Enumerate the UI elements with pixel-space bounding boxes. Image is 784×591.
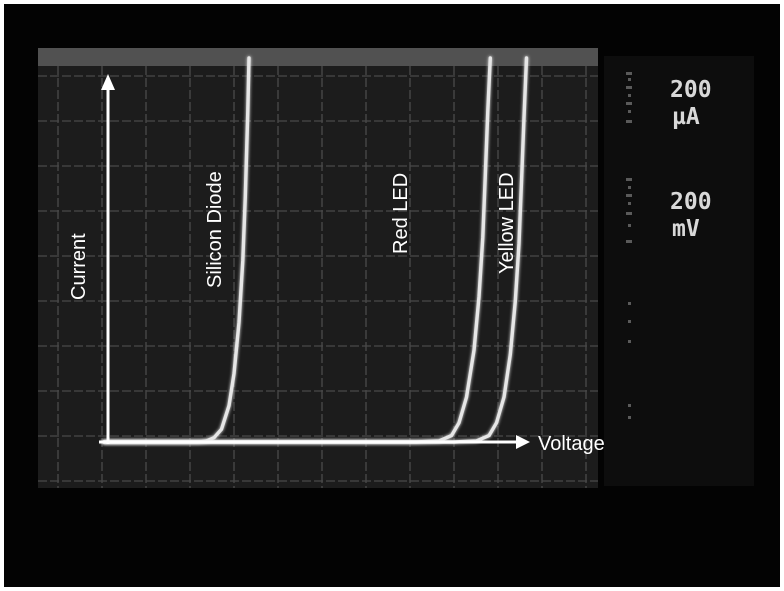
y-axis-label: Current	[68, 233, 90, 300]
series-label-yellow-led: Yellow LED	[496, 172, 518, 274]
curve-tracer-chart: 200 µA 200 mV Voltage Current Silicon Di…	[38, 48, 754, 488]
x-axis-arrowhead	[516, 435, 530, 449]
series-label-silicon-diode: Silicon Diode	[204, 171, 226, 288]
readout-panel	[604, 56, 754, 486]
oscilloscope-photo: 200 µA 200 mV Voltage Current Silicon Di…	[4, 4, 780, 587]
scale-indicator-ticks	[626, 72, 632, 419]
series-label-red-led: Red LED	[390, 173, 412, 254]
y-axis-arrowhead	[101, 74, 115, 90]
voltage-scale-value: 200	[670, 189, 712, 215]
voltage-scale-unit: mV	[672, 216, 700, 242]
current-scale-unit: µA	[672, 104, 700, 130]
x-axis-label: Voltage	[538, 433, 605, 455]
current-scale-value: 200	[670, 77, 712, 103]
screen-top-band	[38, 48, 598, 66]
